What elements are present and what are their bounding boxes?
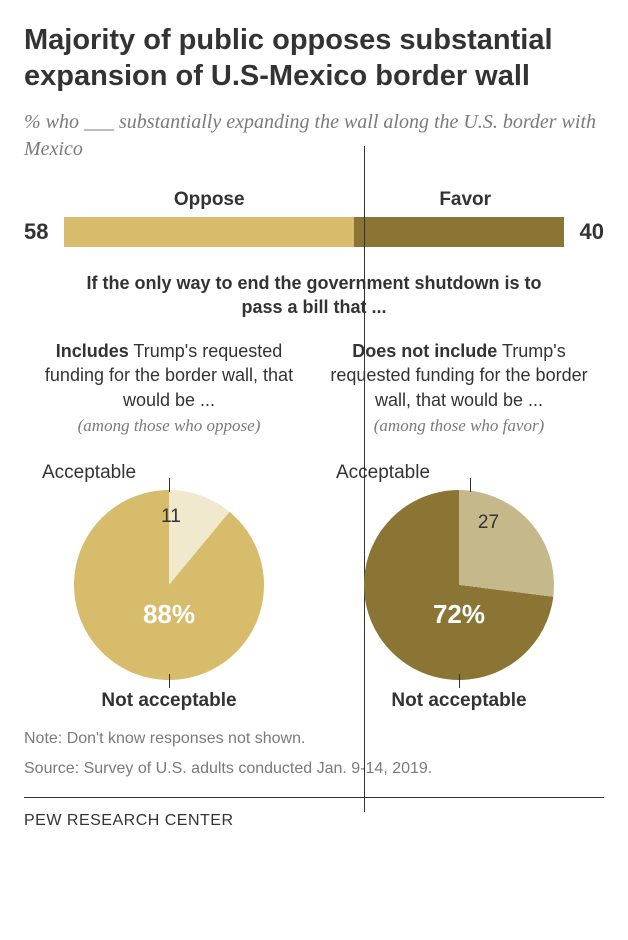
left-scenario-bold: Includes	[56, 341, 129, 361]
right-notacc-tick	[459, 674, 460, 688]
bar-chart: Oppose Favor 58 40	[24, 189, 604, 247]
left-accept-tick	[169, 478, 170, 492]
right-scenario-bold: Does not include	[352, 341, 497, 361]
left-among: (among those who oppose)	[34, 416, 304, 436]
right-acceptable-value: 27	[478, 512, 499, 534]
oppose-label: Oppose	[24, 189, 360, 211]
footer-attribution: PEW RESEARCH CENTER	[24, 797, 604, 830]
right-among: (among those who favor)	[324, 416, 594, 436]
bar-row: 58 40	[24, 217, 604, 247]
conditional-header: If the only way to end the government sh…	[74, 271, 554, 320]
favor-value: 40	[574, 219, 604, 245]
right-acceptable-label: Acceptable	[336, 462, 430, 484]
oppose-segment	[64, 217, 354, 247]
left-not-acceptable-value: 88%	[143, 599, 195, 630]
stacked-bar	[64, 217, 564, 247]
left-column: Includes Trump's requested funding for t…	[24, 339, 314, 704]
bar-category-labels: Oppose Favor	[24, 189, 604, 211]
oppose-value: 58	[24, 219, 54, 245]
favor-label: Favor	[360, 189, 604, 211]
chart-title: Majority of public opposes substantial e…	[24, 22, 604, 95]
left-pie-chart: Acceptable 11 88% Not acceptable	[34, 464, 304, 704]
left-scenario: Includes Trump's requested funding for t…	[34, 339, 304, 412]
chart-subtitle: % who ___ substantially expanding the wa…	[24, 109, 604, 163]
right-pie-chart: Acceptable 27 72% Not acceptable	[324, 464, 594, 704]
right-not-acceptable-label: Not acceptable	[391, 690, 526, 712]
right-pie	[364, 490, 554, 680]
right-not-acceptable-value: 72%	[433, 599, 485, 630]
favor-segment	[354, 217, 564, 247]
left-not-acceptable-label: Not acceptable	[101, 690, 236, 712]
right-scenario: Does not include Trump's requested fundi…	[324, 339, 594, 412]
left-acceptable-value: 11	[161, 506, 181, 528]
right-column: Does not include Trump's requested fundi…	[314, 339, 604, 704]
right-accept-tick	[470, 478, 471, 492]
note-text: Note: Don't know responses not shown.	[24, 728, 604, 750]
left-notacc-tick	[169, 674, 170, 688]
chart-container: Majority of public opposes substantial e…	[0, 0, 628, 940]
pie-columns: Includes Trump's requested funding for t…	[24, 339, 604, 704]
source-text: Source: Survey of U.S. adults conducted …	[24, 758, 604, 780]
left-acceptable-label: Acceptable	[42, 462, 136, 484]
